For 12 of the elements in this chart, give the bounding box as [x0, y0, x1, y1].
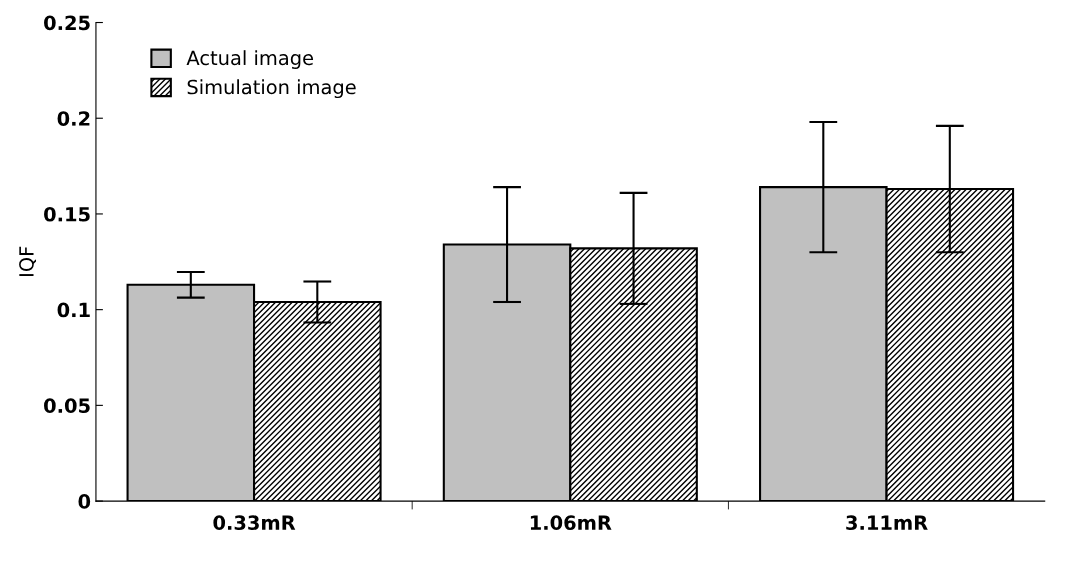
- x-tick-label: 0.33mR: [213, 515, 296, 531]
- y-tick-label: 0.25: [44, 15, 90, 31]
- y-tick-label: 0.05: [44, 398, 90, 414]
- y-tick-label: 0.2: [57, 111, 90, 126]
- y-axis-title: IQF: [19, 246, 37, 276]
- x-tick-label: 1.06mR: [530, 515, 612, 531]
- legend-label: Simulation image: [187, 79, 356, 99]
- x-tick-label: 3.11mR: [846, 515, 928, 531]
- legend-label: Actual image: [186, 50, 314, 69]
- y-tick-label: 0: [78, 494, 91, 509]
- y-tick-label: 0.15: [44, 206, 90, 222]
- y-tick-label: 0.1: [57, 302, 90, 318]
